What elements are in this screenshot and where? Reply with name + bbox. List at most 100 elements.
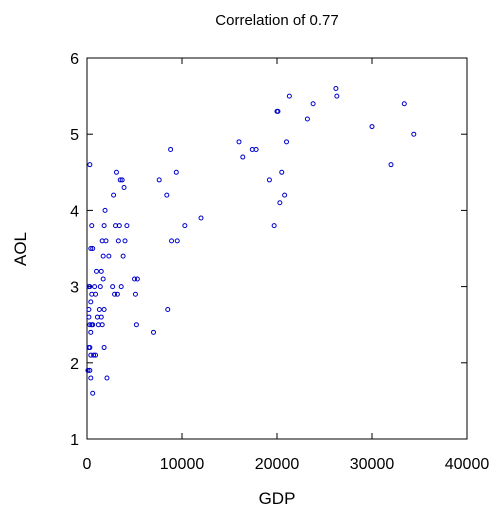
data-point [122,238,128,244]
y-tick-label: 3 [70,280,79,297]
data-point [113,169,119,175]
data-point [88,299,94,305]
x-tick-label: 0 [83,456,92,473]
data-point [334,93,340,99]
data-point [115,238,121,244]
data-point [100,276,106,282]
data-point [134,276,140,282]
data-point [124,223,130,229]
data-point [164,192,170,198]
data-point [93,352,99,358]
y-tick-label: 6 [70,51,79,68]
data-point [116,223,122,229]
y-tick-label: 4 [70,203,79,220]
data-point [168,146,174,152]
data-point [118,284,124,290]
data-point [284,139,289,145]
data-points [85,85,417,396]
data-point [92,284,98,290]
data-point [88,375,94,381]
data-point [198,215,204,221]
data-point [279,169,285,175]
data-point [101,223,107,229]
data-point [388,162,394,168]
data-point [132,276,137,282]
data-point [87,162,93,168]
data-point [286,93,292,99]
data-point [182,223,188,229]
data-point [169,238,175,244]
data-point [277,200,283,206]
data-point [117,177,123,183]
data-point [87,284,93,290]
data-point [94,268,99,274]
data-point [114,291,120,297]
data-point [119,177,125,183]
data-point [151,329,156,335]
data-point [99,322,105,328]
x-tick-label: 10000 [160,456,205,473]
data-point [173,169,179,175]
x-tick-label: 30000 [350,456,395,473]
data-point [86,314,92,320]
y-axis: 1 2 3 4 5 6 [70,51,467,449]
data-point [310,101,316,107]
data-point [102,207,108,213]
data-point [93,291,99,297]
data-point [133,322,139,328]
data-point [98,314,104,320]
data-point [104,375,110,381]
data-point [112,291,118,297]
data-point [96,306,102,312]
data-point [87,345,93,351]
x-tick-label: 20000 [255,456,300,473]
plot-frame [86,57,468,440]
data-point [101,345,107,351]
data-point [369,124,375,130]
data-point [110,284,116,290]
data-point [240,154,246,160]
data-point [103,238,109,244]
data-point [120,253,126,259]
data-point [271,223,277,229]
data-point [156,177,162,183]
data-point [91,352,97,358]
data-point [275,108,281,114]
chart-title: Correlation of 0.77 [215,12,338,29]
data-point [333,85,339,91]
data-point [174,238,180,244]
data-point [87,367,93,373]
data-point [253,146,259,152]
data-point [90,246,96,251]
data-point [89,223,95,229]
x-axis: 0 10000 20000 30000 40000 [83,58,490,473]
data-point [86,306,92,312]
x-axis-title: GDP [259,489,296,508]
data-point [90,390,96,396]
data-point [121,185,127,191]
data-point [236,139,242,145]
data-point [106,253,112,259]
data-point [85,367,91,373]
x-tick-label: 40000 [445,456,490,473]
data-point [411,131,417,137]
data-point [282,192,288,198]
data-point [98,268,104,274]
data-point [266,177,272,183]
data-point [304,116,310,122]
data-point [90,322,96,328]
data-point [87,322,93,328]
data-point [132,291,138,297]
y-tick-label: 5 [70,127,79,144]
data-point [401,101,407,107]
data-point [165,306,171,312]
data-point [88,329,94,335]
data-point [88,246,94,251]
y-tick-label: 2 [70,356,79,373]
data-point [88,352,94,358]
data-point [111,192,117,198]
y-axis-title: AOL [11,232,30,266]
data-point [100,253,106,259]
data-point [97,284,103,290]
